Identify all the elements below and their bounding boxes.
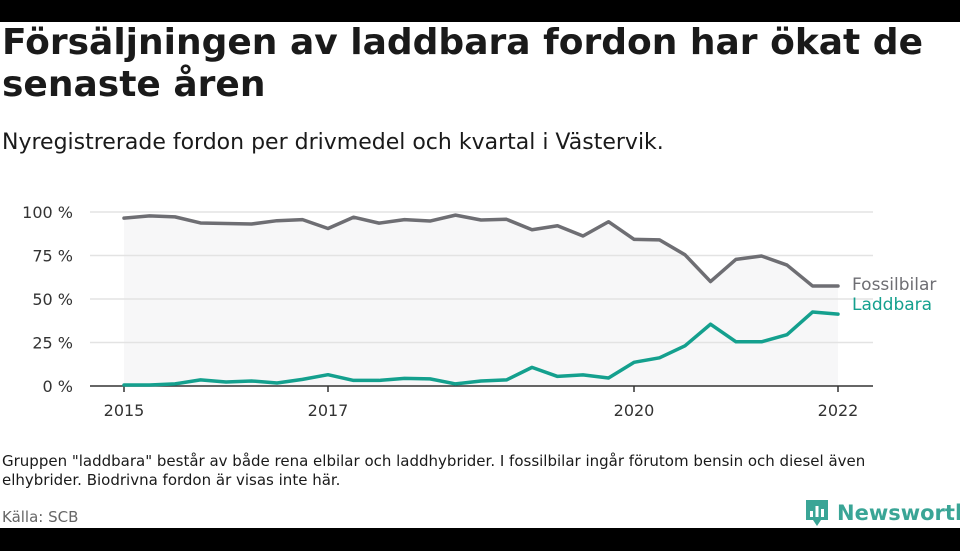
y-tick-label: 50 % xyxy=(32,290,73,309)
x-tick-label: 2015 xyxy=(104,401,145,420)
series-label-fossilbilar: Fossilbilar xyxy=(852,275,936,295)
x-tick-label: 2017 xyxy=(308,401,349,420)
y-tick-label: 0 % xyxy=(43,377,73,396)
chart-subtitle: Nyregistrerade fordon per drivmedel och … xyxy=(2,130,664,155)
brand-logo[interactable]: Newsworthy xyxy=(804,498,960,528)
fossil-area xyxy=(124,215,838,386)
line-chart: 0 % 25 % 50 % 75 % 100 % 2015 2017 2020 2022 Foss… xyxy=(22,203,936,420)
x-tick-label: 2022 xyxy=(818,401,859,420)
series-label-laddbara: Laddbara xyxy=(852,295,932,315)
y-tick-label: 25 % xyxy=(32,334,73,353)
source-label: Källa: SCB xyxy=(2,508,79,526)
y-tick-label: 75 % xyxy=(32,247,73,266)
y-tick-label: 100 % xyxy=(22,203,73,222)
chart-note: Gruppen "laddbara" består av både rena e… xyxy=(2,452,866,489)
series-line-fossilbilar xyxy=(122,213,840,288)
brand-name: Newsworthy xyxy=(837,501,960,525)
newsworthy-logo-icon xyxy=(806,500,828,526)
chart-title: Försäljningen av laddbara fordon har öka… xyxy=(2,22,923,105)
series-line-laddbara xyxy=(122,310,840,387)
chart-card: Försäljningen av laddbara fordon har öka… xyxy=(0,22,960,528)
x-tick-label: 2020 xyxy=(614,401,655,420)
